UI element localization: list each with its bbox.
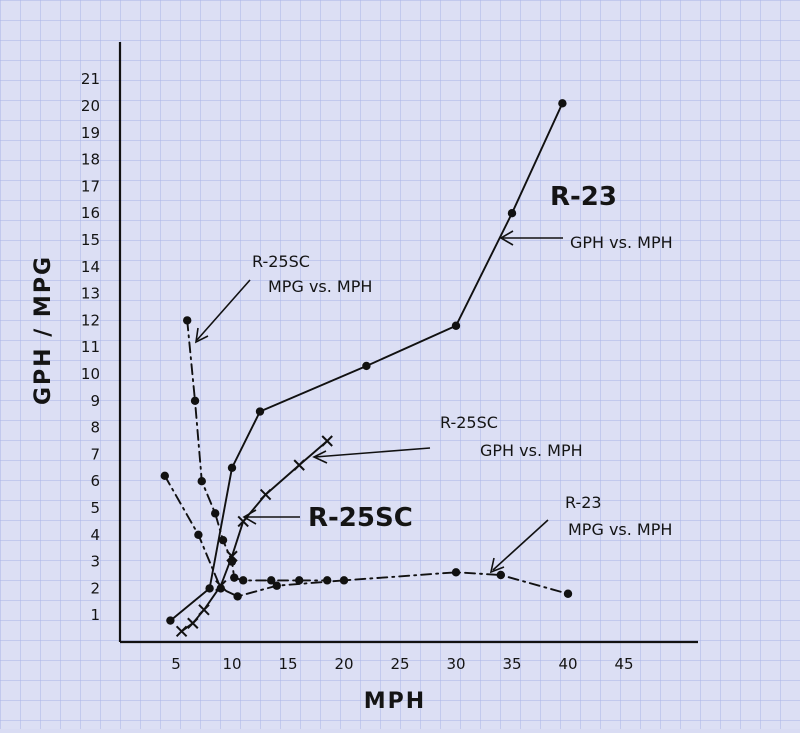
y-tick-label: 21 [81, 70, 100, 88]
x-tick-label: 15 [278, 655, 297, 673]
data-point-x [321, 435, 333, 447]
annotation-r25-mpg-arrow [196, 279, 251, 341]
data-point [239, 576, 248, 585]
x-tick-label: 45 [614, 655, 633, 673]
y-tick-label: 15 [81, 231, 100, 249]
y-tick-label: 12 [81, 311, 100, 329]
data-point [233, 592, 242, 601]
y-tick-label: 5 [90, 499, 100, 517]
series-4 [160, 471, 573, 601]
data-point [197, 477, 206, 486]
data-point [563, 589, 573, 598]
x-tick-label: 30 [446, 655, 465, 673]
data-point [205, 584, 214, 593]
x-tick-label: 20 [334, 655, 353, 673]
y-tick-label: 13 [81, 285, 100, 303]
data-point [496, 570, 505, 580]
x-tick-label: 5 [171, 655, 181, 673]
y-axis-title: GPH / MPG [31, 255, 56, 405]
data-point [451, 321, 461, 330]
annotation-r23-gph-arrowhead [499, 230, 514, 246]
x-tick-label: 35 [502, 655, 521, 673]
data-point [227, 557, 237, 566]
y-tick-label: 8 [90, 419, 100, 437]
annotation-r25-gph-subtitle: GPH vs. MPH [480, 441, 583, 460]
series-3 [183, 316, 332, 585]
annotation-r25-mpg-arrowhead [194, 327, 209, 344]
y-tick-label: 4 [90, 526, 100, 544]
data-point [362, 361, 371, 371]
x-tick-label: 40 [558, 655, 577, 673]
annotation-r25-title: R-25SC [308, 503, 413, 533]
data-point [323, 576, 332, 585]
y-tick-label: 9 [90, 392, 100, 410]
data-point [255, 407, 265, 416]
y-tick-label: 14 [81, 258, 100, 276]
data-point [227, 463, 237, 472]
data-point-x [175, 625, 188, 637]
y-tick-label: 3 [90, 553, 100, 571]
data-point [194, 530, 203, 539]
annotation-r25: R-25SC [242, 503, 413, 533]
data-point [230, 573, 239, 582]
annotation-r25-gph: R-25SC GPH vs. MPH [312, 413, 583, 464]
data-point [218, 535, 228, 545]
data-point [190, 396, 200, 405]
annotation-r25-gph-arrow [314, 447, 431, 458]
data-point [183, 316, 192, 325]
data-point-x [198, 604, 210, 616]
y-tick-label: 1 [90, 606, 100, 624]
data-point-x [293, 459, 305, 471]
annotation-r25-gph-arrowhead [312, 450, 328, 464]
axes [118, 42, 698, 644]
x-tick-labels: 5 10 15 20 25 30 35 40 45 [171, 655, 633, 673]
annotation-r23-mpg-subtitle: MPG vs. MPH [568, 520, 672, 539]
x-tick-label: 10 [222, 655, 241, 673]
annotation-r23-mpg-title: R-23 [565, 493, 602, 512]
data-point [558, 99, 567, 108]
data-point [507, 209, 517, 218]
data-point-x [259, 488, 272, 501]
data-point [451, 568, 461, 577]
data-point [295, 576, 304, 585]
y-tick-label: 18 [81, 151, 100, 169]
y-tick-label: 17 [81, 177, 100, 195]
data-point [272, 581, 281, 590]
data-point [216, 584, 225, 593]
annotation-r23-gph: R-23 GPH vs. MPH [499, 182, 673, 252]
y-tick-label: 20 [81, 97, 100, 115]
data-point [267, 576, 276, 585]
data-point [160, 471, 169, 481]
annotation-r23-mpg-arrow [492, 519, 549, 571]
annotation-r25-gph-title: R-25SC [440, 413, 498, 432]
y-tick-label: 7 [90, 445, 100, 463]
annotation-r23-gph-subtitle: GPH vs. MPH [570, 233, 673, 252]
annotation-r25-mpg: R-25SC MPG vs. MPH [194, 252, 372, 344]
annotation-r25-arrowhead [242, 509, 257, 525]
annotation-r25-mpg-title: R-25SC [252, 252, 310, 271]
annotations: R-23 GPH vs. MPH R-25SC MPG vs. MPH R-25… [194, 182, 673, 574]
y-tick-label: 11 [81, 338, 100, 356]
series-layer [160, 99, 573, 637]
annotation-r23-mpg-arrowhead [489, 557, 505, 574]
annotation-r23-gph-title: R-23 [550, 182, 617, 212]
y-tick-label: 10 [81, 365, 100, 383]
data-point [166, 616, 175, 625]
annotation-r25-mpg-subtitle: MPG vs. MPH [268, 277, 372, 296]
data-point [211, 509, 220, 518]
y-tick-label: 2 [90, 579, 100, 597]
y-tick-label: 16 [81, 204, 100, 222]
y-tick-label: 19 [81, 124, 100, 142]
data-point [339, 576, 349, 585]
x-axis-title: MPH [364, 689, 426, 714]
x-tick-label: 25 [390, 655, 409, 673]
data-point-x [187, 617, 199, 629]
series-2 [175, 435, 333, 637]
annotation-r23-mpg: R-23 MPG vs. MPH [489, 493, 672, 574]
y-tick-label: 6 [90, 472, 100, 490]
